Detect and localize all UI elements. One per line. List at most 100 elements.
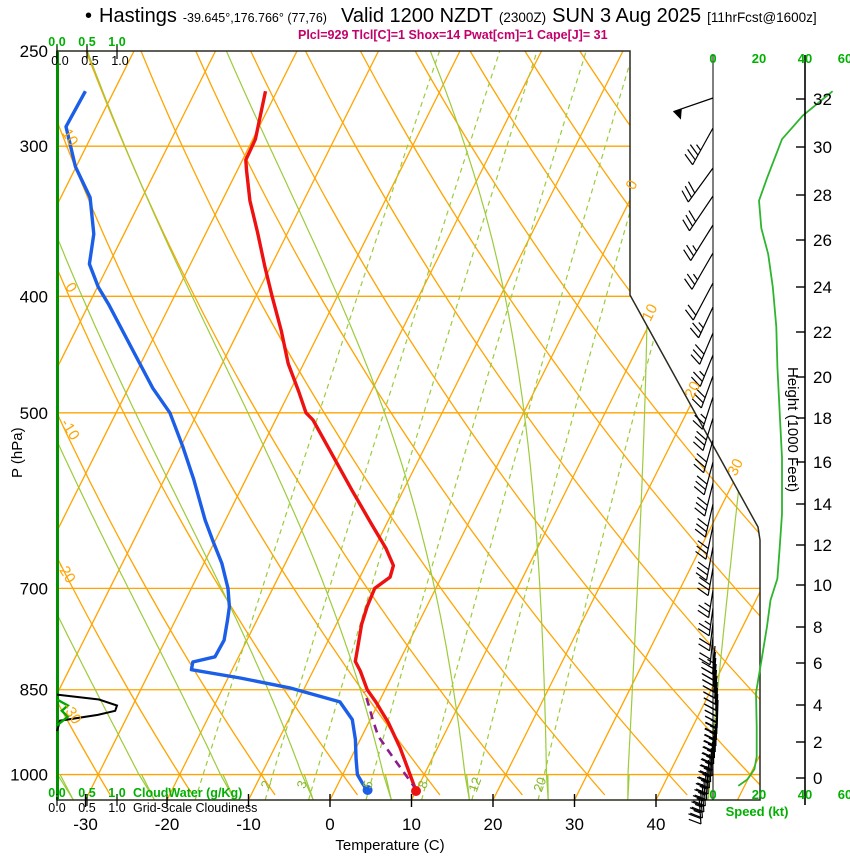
cloudiness-scale-bottom: 0.0 [48,801,65,815]
cloudwater-scale-bottom: 1.0 [108,786,125,800]
forecast-note: [11hrFcst@1600z] [707,10,817,25]
dry-adiabat-lines [57,51,760,796]
cloudiness-scale-top: 0.0 [51,54,68,68]
speed-tick-top: 60 [838,51,850,66]
stability-indices: Plcl=929 Tlcl[C]=1 Shox=14 Pwat[cm]=1 Ca… [298,28,608,42]
temp-tick-label: 20 [484,815,503,834]
temperature-axis: -30 -20 -10 0 10 20 30 40 Temperature (C) [73,794,665,854]
height-tick-label: 14 [813,495,832,514]
temperature-trace [244,90,418,791]
pressure-tick-label: 250 [20,42,48,61]
dewpoint-trace [64,90,369,791]
mixing-ratio-label: 12 [465,775,484,794]
cloudwater-label: CloudWater (g/Kg) [133,786,242,800]
pressure-axis: 250 300 400 500 700 850 1000 P (hPa) [9,42,48,785]
pressure-tick-label: 1000 [10,766,48,785]
isotherm-label: 30 [724,456,747,479]
height-tick-label: 0 [813,769,822,788]
cloudwater-scale-top: 0.0 [48,35,65,49]
mixing-ratio-label: 3 [293,778,310,790]
isotherm-lines [57,51,760,800]
temp-tick-label: 40 [647,815,666,834]
pressure-tick-label: 500 [20,404,48,423]
height-tick-label: 32 [813,90,832,109]
height-tick-label: 2 [813,733,822,752]
mixing-ratio-lines [194,51,733,800]
height-tick-label: 4 [813,696,822,715]
height-tick-label: 20 [813,368,832,387]
station-bullet-icon: • [85,5,93,27]
height-tick-label: 22 [813,323,832,342]
speed-tick-bottom: 60 [838,787,850,802]
height-tick-label: 18 [813,409,832,428]
pressure-tick-label: 400 [20,287,48,306]
cloud-scales: 0.00.00.00.00.50.50.50.51.01.01.01.0Clou… [48,35,257,815]
speed-tick-top: 0 [709,51,716,66]
cloudiness-scale-top: 1.0 [111,54,128,68]
height-tick-label: 26 [813,231,832,250]
mixing-ratio-label: 5 [359,778,376,790]
temp-tick-label: 10 [402,815,421,834]
grid-scale-cloudiness-profile [56,693,119,732]
isotherm-label: 10 [639,301,662,324]
cloudiness-scale-top: 0.5 [81,54,98,68]
cloudiness-label: Grid-Scale Cloudiness [133,801,257,815]
cloudwater-scale-top: 0.5 [78,35,95,49]
temp-tick-label: -20 [155,815,180,834]
pressure-tick-label: 850 [20,681,48,700]
parcel-trace [363,691,418,791]
dry-adiabat-label: 0 [61,280,80,296]
speed-tick-top: 20 [752,51,766,66]
moist-adiabat-lines [57,51,760,800]
temp-tick-label: 0 [325,815,334,834]
speed-tick-bottom: 20 [752,787,766,802]
speed-axis-title: Speed (kt) [726,804,789,819]
station-name: Hastings [99,5,177,27]
height-tick-label: 8 [813,618,822,637]
dry-adiabat-label: 10 [58,126,81,149]
height-axis-title: Height (1000 Feet) [784,367,801,492]
height-tick-label: 12 [813,536,832,555]
temperature-axis-title: Temperature (C) [335,837,444,854]
mixing-ratio-label: 2 [257,778,274,790]
mixing-ratio-label: 8 [414,778,431,790]
isobar-lines [57,145,760,776]
isotherm-label: 20 [681,379,704,402]
cloudwater-profile [56,698,70,727]
wind-barbs [673,55,719,825]
height-tick-label: 24 [813,278,832,297]
pressure-tick-label: 300 [20,137,48,156]
isotherm-label: 0 [623,177,642,192]
height-tick-label: 6 [813,654,822,673]
plot-area [57,51,760,800]
speed-tick-bottom: 0 [709,787,716,802]
plot-border [56,50,761,801]
pressure-tick-label: 700 [20,579,48,598]
chart-title: • Hastings -39.645°,176.766° (77,76) Val… [85,5,850,28]
cloudiness-scale-bottom: 1.0 [108,801,125,815]
surface-dewpoint-dot [362,785,373,795]
height-tick-label: 30 [813,138,832,157]
speed-tick-bottom: 40 [798,787,812,802]
valid-date: SUN 3 Aug 2025 [552,5,702,27]
cloud-profiles [56,693,119,732]
temp-tick-label: 30 [565,815,584,834]
valid-time: Valid 1200 NZDT [340,5,493,27]
sounding-traces [64,90,421,796]
temp-tick-label: -10 [236,815,261,834]
station-coords: -39.645°,176.766° (77,76) [182,11,327,25]
mixing-ratio-label: 20 [530,775,549,794]
speed-tick-top: 40 [798,51,812,66]
pressure-axis-title: P (hPa) [9,427,26,478]
height-tick-label: 28 [813,186,832,205]
cloudwater-scale-bottom: 0.0 [48,786,65,800]
height-tick-label: 10 [813,576,832,595]
valid-zulu: (2300Z) [498,10,547,25]
surface-temp-dot [411,786,421,796]
height-tick-label: 16 [813,453,832,472]
cloudwater-scale-top: 1.0 [108,35,125,49]
